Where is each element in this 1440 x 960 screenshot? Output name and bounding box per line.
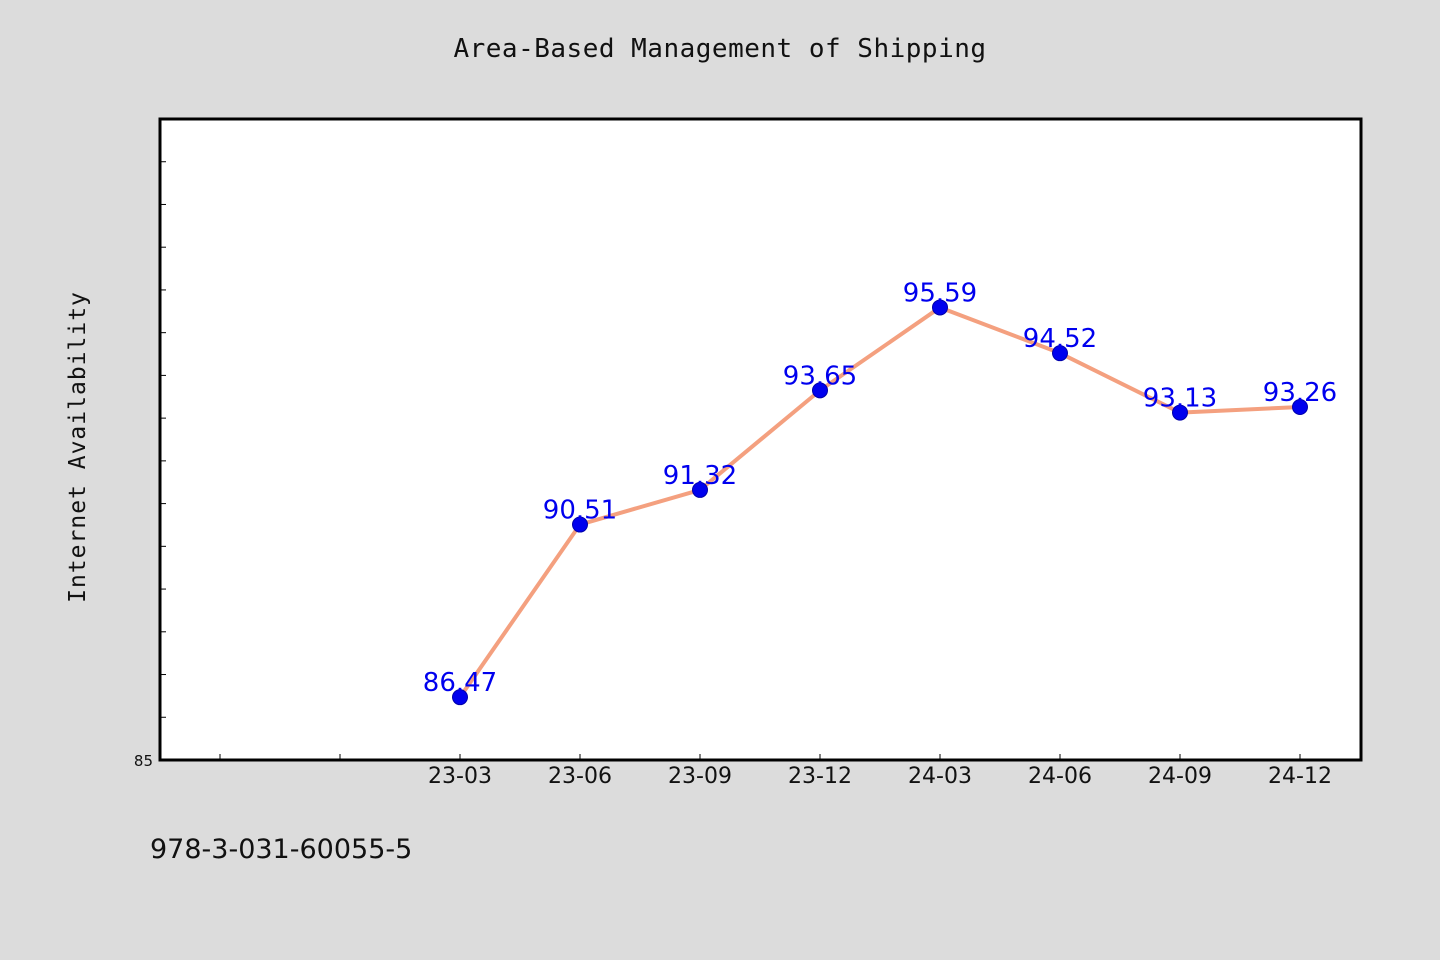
data-label: 86.47 bbox=[423, 668, 497, 698]
data-point bbox=[1052, 345, 1068, 362]
data-label: 91.32 bbox=[663, 461, 737, 491]
data-label: 95.59 bbox=[903, 278, 977, 308]
data-labels: 86.47 90.51 91.32 93.65 95.59 94.52 93.13 93.26 bbox=[423, 278, 1337, 698]
x-tick-label: 23-06 bbox=[548, 764, 612, 789]
data-label: 90.51 bbox=[543, 496, 617, 526]
data-point bbox=[932, 299, 948, 316]
data-point bbox=[572, 516, 588, 533]
data-label: 93.13 bbox=[1143, 384, 1217, 414]
x-tick-label: 23-12 bbox=[788, 764, 852, 789]
x-tick-label: 24-12 bbox=[1268, 764, 1332, 789]
x-tick-label: 24-09 bbox=[1148, 764, 1212, 789]
data-label: 93.26 bbox=[1263, 378, 1337, 408]
data-point bbox=[1172, 404, 1188, 421]
series-line bbox=[458, 305, 1302, 700]
data-point bbox=[692, 481, 708, 498]
footer-code: 978-3-031-60055-5 bbox=[150, 834, 413, 865]
data-label: 94.52 bbox=[1023, 324, 1097, 354]
data-point bbox=[452, 689, 468, 706]
y-axis-title: Internet Availability bbox=[65, 291, 91, 603]
x-tick-label: 24-03 bbox=[908, 764, 972, 789]
y-tick-label: 85 bbox=[134, 752, 153, 770]
data-label: 93.65 bbox=[783, 361, 857, 391]
data-point bbox=[1292, 399, 1308, 416]
x-tick-label: 24-06 bbox=[1028, 764, 1092, 789]
x-tick-label: 23-09 bbox=[668, 764, 732, 789]
chart-title: Area-Based Management of Shipping bbox=[453, 34, 987, 64]
plot-frame bbox=[158, 117, 1363, 762]
data-point bbox=[812, 382, 828, 399]
x-tick-labels: 23-03 23-06 23-09 23-12 24-03 24-06 24-09 24-12 bbox=[428, 764, 1332, 789]
series-markers bbox=[452, 299, 1308, 706]
x-tick-label: 23-03 bbox=[428, 764, 492, 789]
